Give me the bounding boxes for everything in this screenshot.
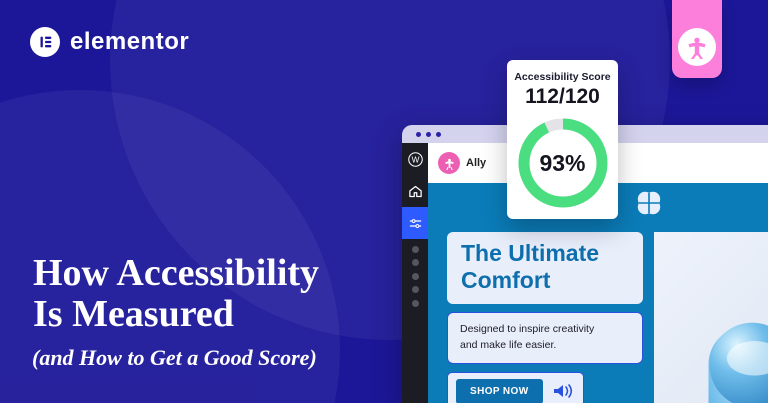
svg-text:W: W — [411, 155, 419, 164]
